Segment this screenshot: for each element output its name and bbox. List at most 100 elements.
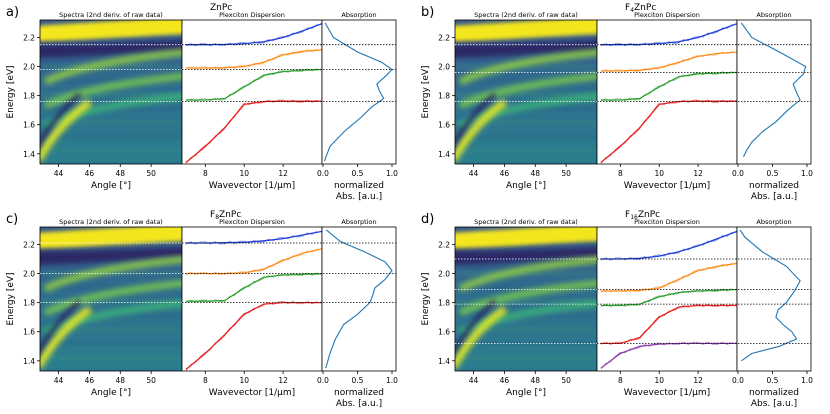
wavevector-tick-label: 10: [654, 169, 664, 178]
spectra-title: Spectra (2nd deriv. of raw data): [59, 11, 163, 19]
molecule-main: F: [210, 210, 215, 220]
angle-axis-label: Angle [°]: [506, 181, 546, 191]
abs-tick-label: 0.5: [767, 169, 779, 178]
molecule-suffix: ZnPc: [219, 210, 241, 220]
angle-tick-label: 48: [115, 169, 125, 178]
dispersion-data-2: [185, 48, 318, 70]
wavevector-axis-label: Wavevector [1/µm]: [209, 181, 295, 191]
heatmap-band: [40, 148, 182, 153]
dispersion-data-3: [600, 288, 733, 308]
y-tick-label: 1.8: [23, 299, 35, 308]
heatmap-band: [40, 92, 182, 97]
angle-tick-label: 50: [146, 169, 156, 178]
y-tick-label: 1.6: [23, 328, 35, 337]
heatmap-band: [40, 134, 182, 139]
y-tick-label: 2.0: [438, 270, 450, 279]
heatmap-band: [40, 271, 182, 276]
spectra-heatmap: [40, 227, 182, 371]
y-tick-label: 1.4: [438, 357, 450, 366]
heatmap-branch: [458, 49, 597, 86]
abs-tick-label: 1.0: [386, 376, 398, 385]
angle-tick-label: 48: [530, 169, 540, 178]
heatmap-band: [455, 134, 597, 139]
wavevector-tick-label: 8: [203, 376, 208, 385]
molecule-label: F8ZnPc: [210, 210, 241, 221]
dispersion-title: Plexciton Dispersion: [634, 11, 700, 19]
y-tick-label: 2.0: [23, 63, 35, 72]
dispersion-frame: [596, 19, 738, 165]
dispersion-plot: [596, 19, 738, 165]
wavevector-tick-label: 8: [203, 169, 208, 178]
absorption-title: Absorption: [756, 218, 791, 226]
heatmap-band: [40, 299, 182, 304]
heatmap-band: [455, 299, 597, 304]
abs-tick-label: 1.0: [801, 376, 813, 385]
y-tick-label: 2.0: [438, 63, 450, 72]
panel-label: a): [6, 5, 19, 20]
molecule-main: ZnPc: [210, 3, 232, 13]
y-tick-label: 2.2: [23, 33, 35, 42]
heatmap-lower-dark: [40, 299, 82, 355]
heatmap-upper-band: [40, 20, 182, 42]
heatmap-content: [455, 20, 597, 164]
abs-axis-label-line1: normalized: [334, 181, 384, 191]
absorption-title: Absorption: [341, 11, 376, 19]
spectra-title: Spectra (2nd deriv. of raw data): [59, 218, 163, 226]
wavevector-axis-label: Wavevector [1/µm]: [624, 388, 710, 398]
panel-1: a) ZnPc Spectra (2nd deriv. of raw data) Pl…: [6, 3, 398, 202]
spectra-heatmap: [40, 20, 182, 164]
angle-axis-label: Angle [°]: [91, 388, 131, 398]
panel-label: c): [6, 212, 18, 227]
dispersion-data-3: [185, 68, 318, 102]
heatmap-lower-dark: [455, 92, 497, 148]
dispersion-line-3: [600, 288, 738, 307]
heatmap-band: [455, 369, 597, 371]
angle-tick-label: 44: [469, 376, 479, 385]
absorption-plot: [321, 226, 397, 372]
abs-axis-label-line2: Abs. [a.u.]: [751, 399, 797, 409]
heatmap-band: [455, 92, 597, 97]
y-axis-label: Energy [eV]: [6, 65, 16, 118]
wavevector-axis-label: Wavevector [1/µm]: [209, 388, 295, 398]
heatmap-content: [40, 227, 182, 371]
angle-axis-label: Angle [°]: [506, 388, 546, 398]
heatmap-band: [455, 341, 597, 346]
molecule-main: F: [625, 3, 630, 13]
y-tick-label: 1.8: [23, 92, 35, 101]
spectra-heatmap: [455, 20, 597, 164]
heatmap-branch: [458, 280, 597, 317]
molecule-subscript: 4: [630, 7, 634, 14]
angle-tick-label: 48: [115, 376, 125, 385]
dispersion-data-4: [185, 301, 318, 371]
absorption-frame: [321, 226, 397, 372]
abs-tick-label: 0.5: [352, 376, 364, 385]
abs-tick-label: 0.0: [317, 169, 329, 178]
molecule-subscript: 16: [630, 214, 638, 221]
dispersion-data-3: [185, 272, 318, 303]
wavevector-tick-label: 12: [278, 169, 288, 178]
heatmap-branch: [458, 256, 597, 293]
heatmap-content: [40, 20, 182, 164]
y-tick-label: 1.6: [438, 328, 450, 337]
molecule-label: F4ZnPc: [625, 3, 656, 14]
dispersion-data-1: [185, 230, 318, 245]
y-tick-label: 1.4: [23, 150, 35, 159]
abs-tick-label: 0.0: [732, 169, 744, 178]
heatmap-band: [455, 78, 597, 83]
heatmap-band: [455, 162, 597, 164]
heatmap-band: [455, 148, 597, 153]
wavevector-tick-label: 12: [278, 376, 288, 385]
y-tick-label: 1.4: [23, 357, 35, 366]
wavevector-tick-label: 10: [239, 376, 249, 385]
dispersion-data-2: [600, 50, 733, 73]
heatmap-upper-band: [40, 227, 182, 249]
dispersion-title: Plexciton Dispersion: [219, 11, 285, 19]
angle-tick-label: 44: [54, 169, 64, 178]
abs-tick-label: 1.0: [386, 169, 398, 178]
absorption-frame: [736, 19, 812, 165]
dispersion-data-1: [600, 231, 733, 261]
heatmap-band: [40, 327, 182, 332]
y-tick-label: 2.2: [438, 240, 450, 249]
y-tick-label: 2.2: [438, 33, 450, 42]
